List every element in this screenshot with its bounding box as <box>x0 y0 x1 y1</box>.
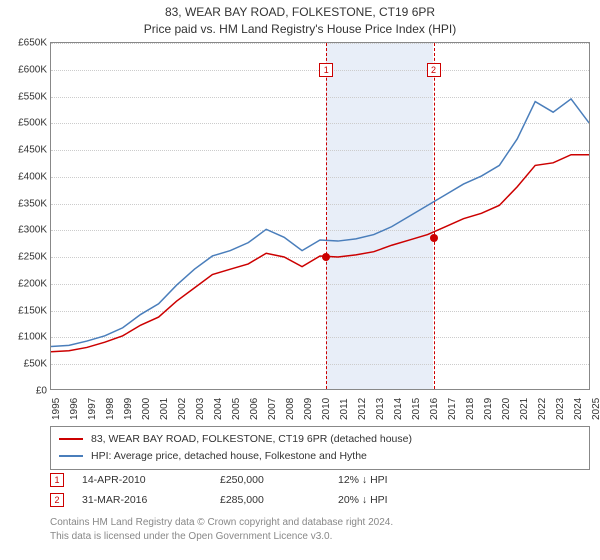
legend-swatch <box>59 438 83 440</box>
x-axis-label: 2020 <box>501 398 512 420</box>
y-axis-label: £150K <box>3 305 47 316</box>
legend-item: 83, WEAR BAY ROAD, FOLKESTONE, CT19 6PR … <box>59 431 581 448</box>
y-axis-label: £550K <box>3 91 47 102</box>
x-axis-label: 2011 <box>339 398 350 420</box>
x-axis-label: 2000 <box>141 398 152 420</box>
title-block: 83, WEAR BAY ROAD, FOLKESTONE, CT19 6PR … <box>0 0 600 38</box>
x-axis-label: 2012 <box>357 398 368 420</box>
y-axis-label: £200K <box>3 278 47 289</box>
series-lines <box>51 43 589 389</box>
event-number-box: 1 <box>50 473 64 487</box>
y-axis-label: £350K <box>3 198 47 209</box>
chart-area: £0£50K£100K£150K£200K£250K£300K£350K£400… <box>50 42 590 390</box>
y-axis-label: £50K <box>3 359 47 370</box>
x-axis-label: 2025 <box>591 398 600 420</box>
title-line-2: Price paid vs. HM Land Registry's House … <box>0 21 600 38</box>
x-axis-label: 2017 <box>447 398 458 420</box>
event-dot <box>430 234 438 242</box>
x-axis-label: 1998 <box>105 398 116 420</box>
legend-swatch <box>59 455 83 457</box>
x-axis-label: 2001 <box>159 398 170 420</box>
y-axis-label: £600K <box>3 64 47 75</box>
chart-container: 83, WEAR BAY ROAD, FOLKESTONE, CT19 6PR … <box>0 0 600 560</box>
legend: 83, WEAR BAY ROAD, FOLKESTONE, CT19 6PR … <box>50 426 590 470</box>
event-row: 1 14-APR-2010 £250,000 12% ↓ HPI <box>50 470 590 490</box>
x-axis-label: 2013 <box>375 398 386 420</box>
x-axis-label: 2007 <box>267 398 278 420</box>
y-axis-label: £250K <box>3 252 47 263</box>
legend-item: HPI: Average price, detached house, Folk… <box>59 448 581 465</box>
x-axis-label: 1996 <box>69 398 80 420</box>
x-axis-label: 2024 <box>573 398 584 420</box>
y-axis-label: £500K <box>3 118 47 129</box>
event-line <box>326 43 327 389</box>
y-axis-label: £100K <box>3 332 47 343</box>
x-axis-label: 2004 <box>213 398 224 420</box>
x-axis-label: 1997 <box>87 398 98 420</box>
y-axis-label: £300K <box>3 225 47 236</box>
x-axis-label: 2023 <box>555 398 566 420</box>
x-axis-label: 2021 <box>519 398 530 420</box>
x-axis-label: 2015 <box>411 398 422 420</box>
x-axis-label: 2022 <box>537 398 548 420</box>
event-marker-box: 2 <box>427 63 441 77</box>
x-axis-label: 2016 <box>429 398 440 420</box>
legend-label: HPI: Average price, detached house, Folk… <box>91 448 367 465</box>
x-axis-label: 2005 <box>231 398 242 420</box>
y-axis-label: £450K <box>3 145 47 156</box>
event-price: £250,000 <box>220 474 320 486</box>
y-axis-label: £650K <box>3 38 47 49</box>
event-row: 2 31-MAR-2016 £285,000 20% ↓ HPI <box>50 490 590 510</box>
event-price: £285,000 <box>220 494 320 506</box>
event-marker-box: 1 <box>319 63 333 77</box>
event-dot <box>322 253 330 261</box>
series-line <box>51 155 589 352</box>
x-axis-label: 2006 <box>249 398 260 420</box>
series-line <box>51 99 589 347</box>
events-table: 1 14-APR-2010 £250,000 12% ↓ HPI 2 31-MAR-201… <box>50 470 590 510</box>
footer: Contains HM Land Registry data © Crown c… <box>50 516 590 544</box>
x-axis-label: 1995 <box>51 398 62 420</box>
legend-label: 83, WEAR BAY ROAD, FOLKESTONE, CT19 6PR … <box>91 431 412 448</box>
y-axis-label: £400K <box>3 171 47 182</box>
footer-line-2: This data is licensed under the Open Gov… <box>50 530 590 544</box>
x-axis-label: 2002 <box>177 398 188 420</box>
event-compare: 20% ↓ HPI <box>338 494 458 506</box>
y-axis-label: £0 <box>3 386 47 397</box>
x-axis-label: 2009 <box>303 398 314 420</box>
event-date: 31-MAR-2016 <box>82 494 202 506</box>
event-number-box: 2 <box>50 493 64 507</box>
x-axis-label: 2018 <box>465 398 476 420</box>
x-axis-label: 2014 <box>393 398 404 420</box>
title-line-1: 83, WEAR BAY ROAD, FOLKESTONE, CT19 6PR <box>0 4 600 21</box>
x-axis-label: 2003 <box>195 398 206 420</box>
event-compare: 12% ↓ HPI <box>338 474 458 486</box>
event-line <box>434 43 435 389</box>
footer-line-1: Contains HM Land Registry data © Crown c… <box>50 516 590 530</box>
x-axis-label: 1999 <box>123 398 134 420</box>
event-date: 14-APR-2010 <box>82 474 202 486</box>
x-axis-label: 2010 <box>321 398 332 420</box>
x-axis-label: 2008 <box>285 398 296 420</box>
x-axis-label: 2019 <box>483 398 494 420</box>
